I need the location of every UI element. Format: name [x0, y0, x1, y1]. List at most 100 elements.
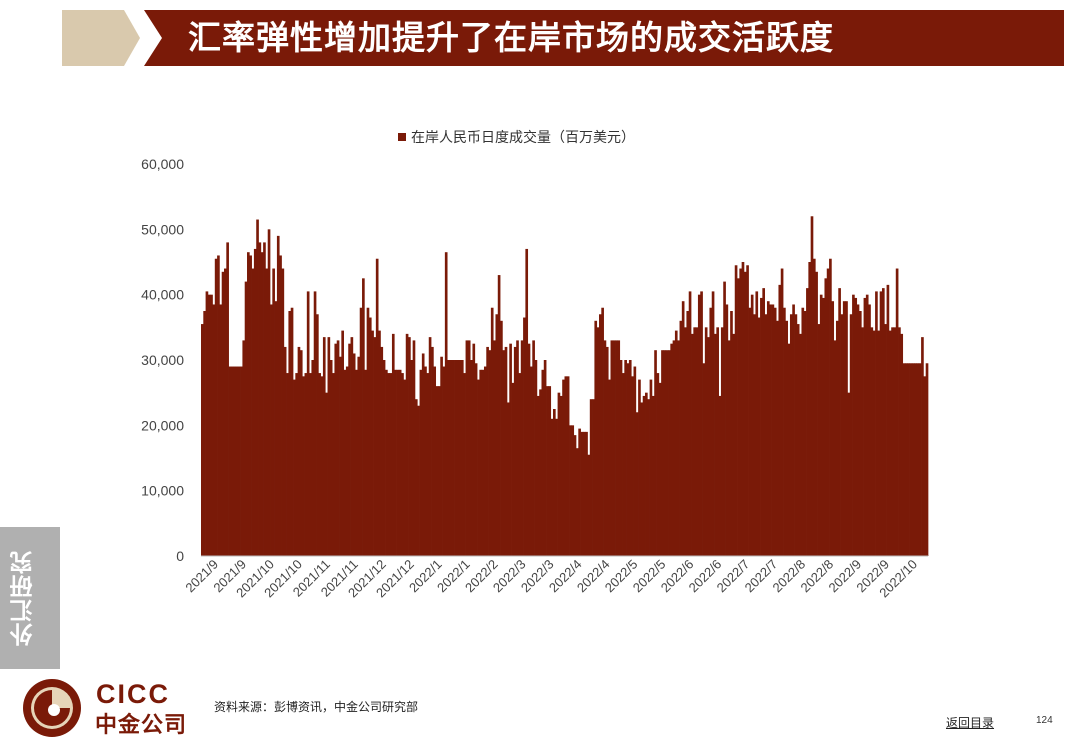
bar — [700, 291, 703, 556]
bar — [366, 307, 370, 556]
bar — [822, 297, 825, 556]
bar — [532, 340, 535, 556]
bar — [893, 327, 897, 556]
bar — [403, 379, 407, 556]
bar — [654, 350, 657, 556]
bar — [856, 304, 860, 556]
title-bar-shapes — [62, 10, 1064, 66]
bar — [686, 311, 690, 556]
bar — [428, 337, 432, 556]
bar — [286, 373, 289, 556]
bar — [573, 435, 577, 556]
bar — [534, 360, 538, 556]
bar — [888, 330, 892, 556]
bar — [293, 379, 296, 556]
bar — [668, 350, 671, 556]
bar — [803, 311, 807, 556]
bar — [368, 317, 372, 556]
bar — [242, 340, 246, 556]
bar — [387, 373, 390, 556]
back-to-contents-link[interactable]: 返回目录 — [946, 716, 995, 730]
bar — [536, 395, 540, 556]
cicc-logo — [23, 679, 81, 737]
bar — [426, 373, 430, 556]
bar — [649, 379, 653, 556]
bar — [658, 382, 662, 556]
bar — [799, 333, 802, 556]
bar — [444, 252, 448, 556]
bar — [327, 337, 331, 556]
bar — [419, 369, 423, 556]
bar — [626, 363, 630, 556]
bar — [656, 373, 660, 556]
chevron-decoration-icon — [62, 10, 140, 66]
bar — [925, 363, 929, 556]
bar — [608, 379, 611, 556]
bar — [495, 314, 499, 556]
bar — [414, 399, 418, 556]
bar — [233, 366, 236, 556]
bar — [796, 324, 800, 556]
bar — [739, 268, 742, 556]
bar — [916, 363, 920, 556]
side-tab[interactable] — [0, 527, 60, 669]
bar — [442, 366, 446, 556]
bar — [612, 340, 616, 556]
bar — [879, 291, 883, 556]
bar — [375, 258, 379, 556]
y-tick-label: 20,000 — [141, 417, 184, 433]
bar — [543, 360, 547, 556]
bar — [396, 369, 400, 556]
bar — [727, 340, 731, 556]
legend-label: 在岸人民币日度成交量（百万美元） — [411, 129, 635, 146]
bar — [272, 268, 275, 556]
bar — [454, 360, 457, 556]
bar — [460, 360, 464, 556]
bar — [212, 304, 216, 556]
bar — [394, 369, 397, 556]
bar — [651, 395, 655, 556]
bar — [861, 327, 864, 556]
bar — [214, 258, 218, 556]
bar — [628, 360, 632, 556]
bar — [826, 268, 830, 556]
bar — [732, 333, 736, 556]
bar — [523, 317, 526, 556]
y-tick-label: 50,000 — [141, 221, 184, 237]
bar — [589, 399, 593, 556]
bar — [465, 340, 469, 556]
bar — [513, 346, 517, 556]
page-title: 汇率弹性增加提升了在岸市场的成交活跃度 — [188, 18, 834, 57]
title-bar — [62, 10, 1064, 66]
bar — [527, 343, 531, 556]
bar — [845, 301, 848, 556]
bar — [490, 307, 494, 556]
bar — [456, 360, 460, 556]
bar — [279, 255, 282, 556]
bar — [502, 350, 506, 556]
bar — [345, 366, 349, 556]
bar — [849, 314, 853, 556]
bar — [635, 412, 639, 556]
bar — [711, 291, 715, 556]
bar — [647, 399, 650, 556]
bar — [263, 242, 266, 556]
y-tick-label: 60,000 — [141, 156, 184, 172]
bar — [437, 386, 441, 556]
bar — [766, 301, 770, 556]
bar — [881, 288, 885, 556]
bar — [868, 304, 871, 556]
bar — [829, 258, 832, 556]
bar — [424, 366, 427, 556]
bar — [470, 360, 473, 556]
bar — [730, 311, 733, 556]
bar — [907, 363, 910, 556]
bar — [391, 333, 395, 556]
bar — [704, 327, 708, 556]
bar — [417, 405, 420, 556]
bar — [325, 392, 328, 556]
bar — [640, 402, 644, 556]
bar — [518, 373, 522, 556]
bar — [546, 386, 549, 556]
bar — [447, 360, 450, 556]
